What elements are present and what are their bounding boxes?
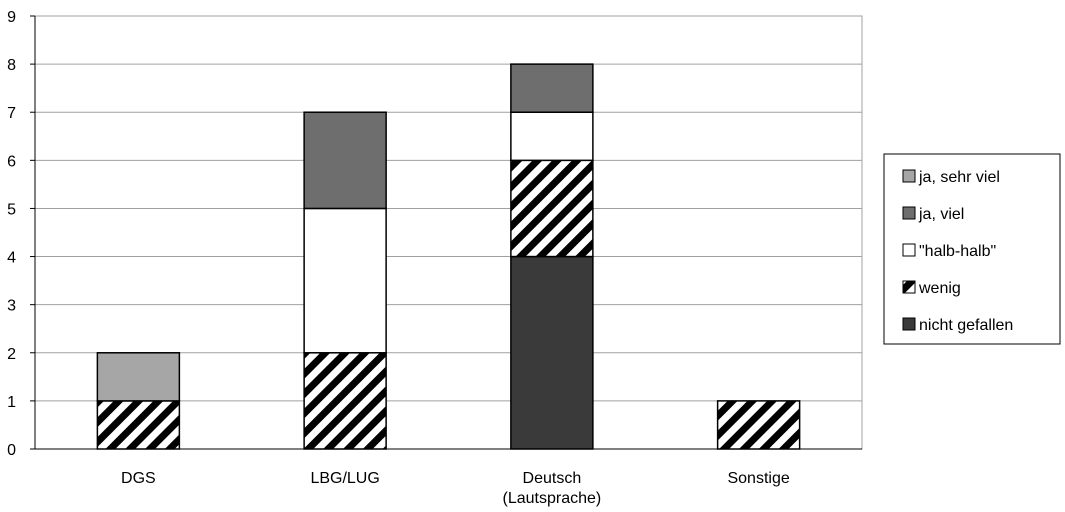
bar-segment bbox=[303, 207, 387, 354]
legend-label: nicht gefallen bbox=[919, 317, 1013, 334]
bar-segment bbox=[303, 352, 387, 450]
bar-segment bbox=[716, 400, 801, 450]
y-tick-label: 5 bbox=[7, 201, 16, 218]
bar-segment bbox=[510, 159, 594, 258]
y-tick-label: 9 bbox=[7, 9, 16, 26]
legend-label: ja, sehr viel bbox=[918, 169, 1000, 186]
x-category-label: DGS bbox=[121, 470, 156, 487]
bar-segment bbox=[96, 352, 181, 402]
legend-swatch bbox=[902, 206, 916, 220]
bar-segment bbox=[510, 111, 594, 162]
y-tick-label: 3 bbox=[7, 298, 16, 315]
legend-swatch bbox=[902, 169, 916, 183]
legend-swatch bbox=[902, 243, 916, 257]
x-category-label: Deutsch bbox=[523, 470, 582, 487]
y-tick-label: 2 bbox=[7, 346, 16, 363]
x-category-sublabel: (Lautsprache) bbox=[503, 490, 602, 507]
bars bbox=[96, 63, 801, 450]
y-tick-label: 7 bbox=[7, 105, 16, 122]
legend: ja, sehr viel ja, viel "halb-halb" wenig nic… bbox=[883, 153, 1061, 345]
x-category-label: Sonstige bbox=[727, 470, 789, 487]
y-tick-label: 8 bbox=[7, 57, 16, 74]
legend-label: "halb-halb" bbox=[919, 243, 996, 260]
bar-segment bbox=[96, 400, 181, 450]
y-tick-label: 4 bbox=[7, 250, 16, 267]
legend-label: ja, viel bbox=[918, 206, 964, 223]
legend-swatch bbox=[902, 280, 916, 294]
y-tick-label: 1 bbox=[7, 394, 16, 411]
bar-segment bbox=[510, 63, 594, 113]
legend-swatch bbox=[902, 317, 916, 331]
bar-segment bbox=[303, 111, 387, 210]
bar-segment bbox=[510, 255, 594, 450]
legend-label: wenig bbox=[918, 280, 961, 297]
x-category-label: LBG/LUG bbox=[310, 470, 379, 487]
y-tick-label: 6 bbox=[7, 153, 16, 170]
y-axis: 0 1 2 3 4 5 6 7 8 9 bbox=[7, 9, 36, 459]
y-tick-label: 0 bbox=[7, 442, 16, 459]
x-axis: DGS LBG/LUG Deutsch (Lautsprache) Sonstige bbox=[35, 448, 862, 507]
